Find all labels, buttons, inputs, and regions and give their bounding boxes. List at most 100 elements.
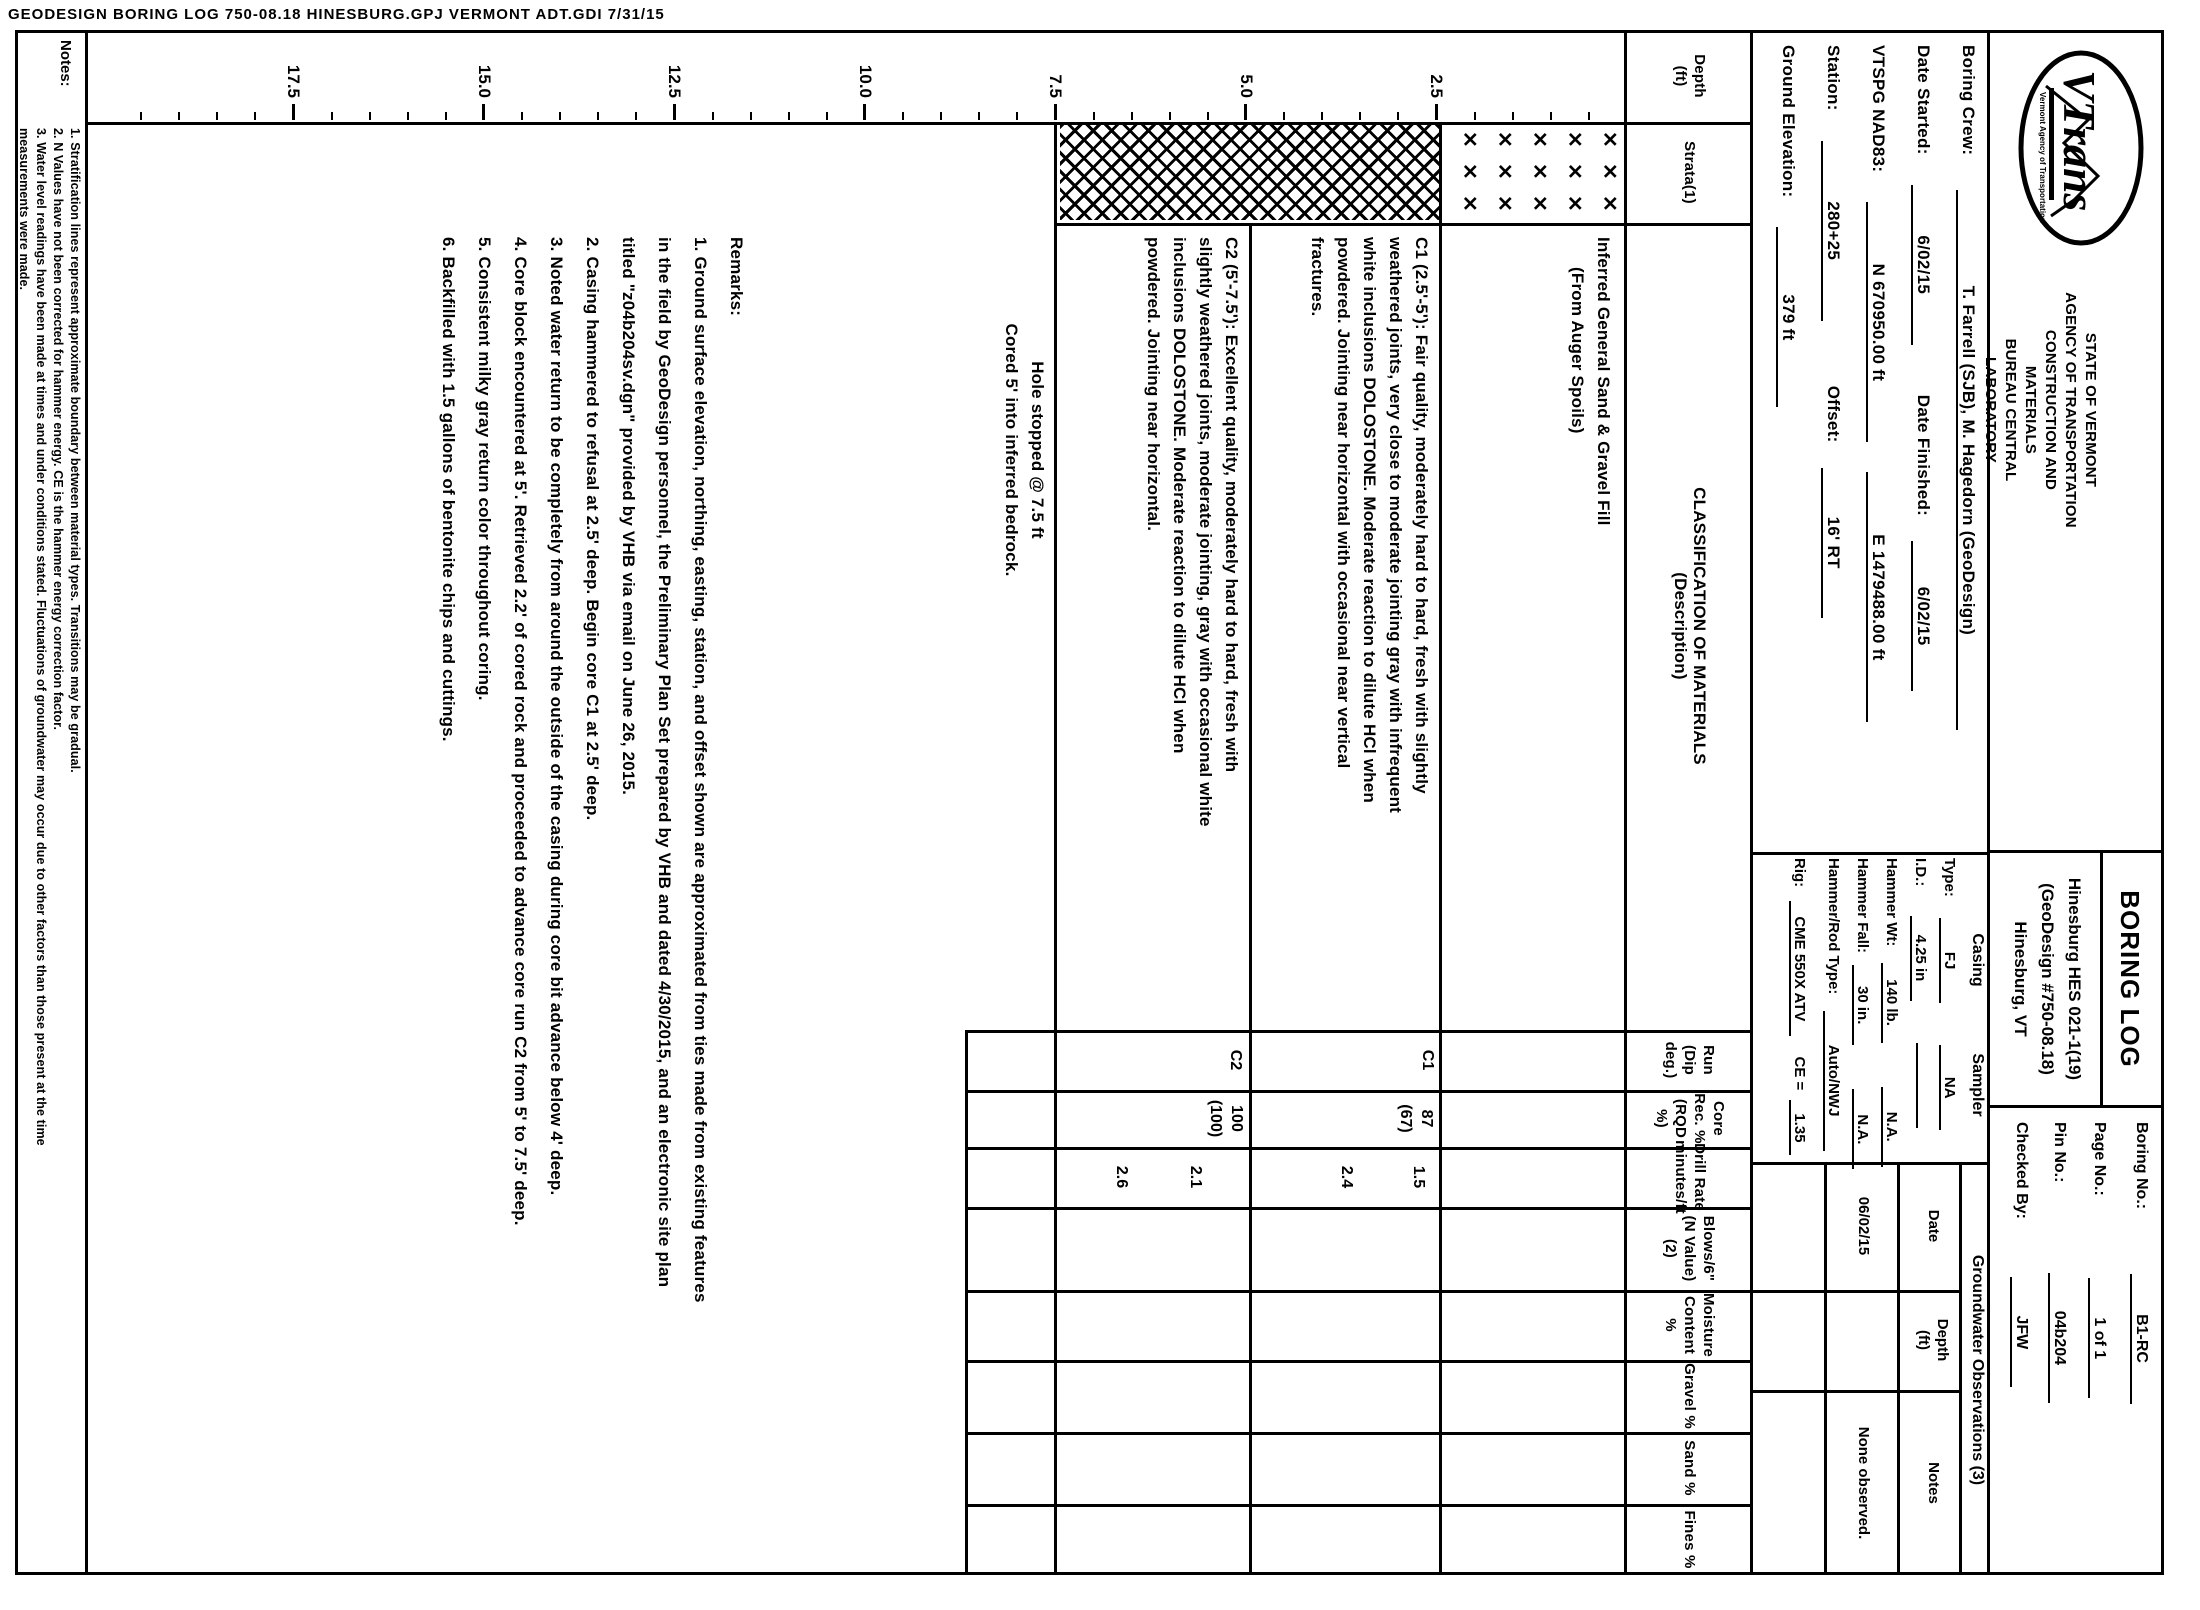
ruler-tick bbox=[140, 112, 143, 120]
c1-description: C1 (2.5'-5'): Fair quality, moderately h… bbox=[1304, 237, 1434, 813]
boring-crew-value: T. Farrell (SJB), M. Hagedorn (GeoDesign… bbox=[1956, 190, 1978, 731]
ground-elev-value: 379 ft bbox=[1776, 227, 1798, 408]
fill-symbol-icon: ✕ bbox=[1458, 195, 1480, 212]
fill-symbol-icon: ✕ bbox=[1563, 163, 1585, 180]
fill-symbol-icon: ✕ bbox=[1458, 163, 1480, 180]
ruler-tick bbox=[1435, 104, 1438, 120]
ruler-tick bbox=[711, 112, 714, 120]
boring-no-value: B1-RC bbox=[2130, 1273, 2150, 1404]
fill-symbol-icon: ✕ bbox=[1598, 131, 1620, 148]
groundwater-title: Groundwater Observations (3) bbox=[1969, 1254, 1986, 1486]
ruler-tick bbox=[673, 104, 676, 120]
notes-line: 1. Stratification lines represent approx… bbox=[68, 128, 82, 773]
ruler-tick bbox=[597, 112, 600, 120]
run-id: C1 bbox=[1419, 1049, 1436, 1071]
rqd-pct: (67) bbox=[1397, 1104, 1414, 1133]
fill-symbol-icon: ✕ bbox=[1563, 195, 1585, 212]
c1-line: C1 (2.5'-5'): Fair quality, moderately h… bbox=[1412, 237, 1431, 794]
ce-label: CE = bbox=[1791, 1056, 1808, 1091]
page-no-value: 1 of 1 bbox=[2088, 1278, 2108, 1399]
project-line: (GeoDesign #750-08.18) bbox=[2038, 883, 2057, 1075]
type-casing: FJ bbox=[1939, 918, 1958, 1004]
fill-symbol-icon: ✕ bbox=[1528, 195, 1550, 212]
grid-line bbox=[85, 30, 88, 1575]
ruler-tick bbox=[254, 112, 257, 120]
grid-line bbox=[1897, 1162, 1900, 1575]
ruler-tick bbox=[1511, 112, 1514, 120]
ruler-tick bbox=[1473, 112, 1476, 120]
ruler-tick bbox=[1321, 112, 1324, 120]
col-header-sand: Sand % bbox=[1681, 1440, 1699, 1496]
ruler-tick bbox=[482, 104, 486, 120]
depth-tick-label: 7.5 bbox=[1046, 74, 1066, 98]
run-id: C2 bbox=[1227, 1049, 1244, 1071]
form-title: BORING LOG bbox=[2115, 890, 2145, 1068]
hole-stopped-line: Cored 5' into inferred bedrock. bbox=[1002, 323, 1021, 577]
remarks-block: Remarks: 1. Ground surface elevation, no… bbox=[430, 237, 754, 1572]
ruler-tick bbox=[1587, 112, 1590, 120]
ruler-tick bbox=[559, 112, 562, 120]
boring-no-label: Boring No.: bbox=[2133, 1122, 2150, 1210]
drill-rate-value: 1.5 bbox=[1410, 1165, 1427, 1189]
date-finished-label: Date Finished: bbox=[1914, 394, 1933, 517]
remarks-line: 1. Ground surface elevation, northing, e… bbox=[691, 237, 710, 1303]
ruler-tick bbox=[635, 112, 638, 120]
id-sampler bbox=[1916, 1042, 1918, 1128]
c1-line: powdered. Jointing near horizontal with … bbox=[1334, 237, 1353, 769]
casing-header: Casing bbox=[1969, 933, 1986, 987]
grid-line bbox=[965, 1030, 968, 1575]
depth-tick-label: 2.5 bbox=[1427, 74, 1447, 98]
depth-tick-label: 12.5 bbox=[665, 64, 685, 98]
ruler-tick bbox=[292, 104, 295, 120]
date-finished-value: 6/02/15 bbox=[1911, 541, 1933, 692]
rqd-pct: (100) bbox=[1207, 1099, 1224, 1138]
remarks-line: in the field by GeoDesign personnel, the… bbox=[655, 237, 674, 1288]
fill-symbol-icon: ✕ bbox=[1598, 195, 1620, 212]
ruler-tick bbox=[1359, 112, 1362, 120]
ruler-tick bbox=[749, 112, 752, 120]
hammer-wt-label: Hammer Wt: bbox=[1883, 858, 1900, 947]
ruler-tick bbox=[1016, 112, 1019, 120]
col-header-classification: CLASSIFICATION OF MATERIALS (Description… bbox=[1671, 487, 1709, 765]
sampler-header: Sampler bbox=[1969, 1053, 1986, 1117]
boring-crew-label: Boring Crew: bbox=[1959, 45, 1978, 156]
ground-elev-label: Ground Elevation: bbox=[1779, 45, 1798, 198]
agency-line: BUREAU CENTRAL LABORATORY bbox=[1982, 338, 2019, 482]
drill-rate-value: 2.1 bbox=[1187, 1165, 1204, 1189]
date-started-label: Date Started: bbox=[1914, 45, 1933, 155]
remarks-line: 2. Casing hammered to refusal at 2.5' de… bbox=[583, 237, 602, 821]
ruler-tick bbox=[521, 112, 524, 120]
depth-tick-label: 5.0 bbox=[1237, 74, 1256, 98]
hammer-fall-label: Hammer Fall: bbox=[1854, 858, 1871, 954]
rig-label: Rig: bbox=[1791, 858, 1808, 888]
remarks-line: Remarks: bbox=[727, 237, 746, 317]
pin-no-value: 04b204 bbox=[2048, 1272, 2068, 1403]
project-block: Hinesburg HES 021-1(19) (GeoDesign #750-… bbox=[2007, 853, 2088, 1105]
fill-symbol-icon: ✕ bbox=[1528, 163, 1550, 180]
hammer-wt-casing: 140 lb. bbox=[1881, 962, 1900, 1043]
dates-row: Date Started: 6/02/15 Date Finished: 6/0… bbox=[1911, 45, 1933, 692]
grid-line bbox=[1753, 852, 1990, 855]
ruler-tick bbox=[1206, 112, 1209, 120]
c1-line: weathered joints, very close to moderate… bbox=[1386, 237, 1405, 814]
col-header-depth: Depth (ft) bbox=[1672, 54, 1708, 98]
col-header-drill-rate: Drill Rate minutes/ft bbox=[1672, 1140, 1708, 1214]
ruler-tick bbox=[1397, 112, 1400, 120]
checked-by-row: Checked By: JFW bbox=[2010, 1122, 2030, 1388]
vtspg-e-value: E 1479488.00 ft bbox=[1866, 472, 1888, 723]
notes-line: 3. Water level readings have been made a… bbox=[34, 128, 48, 1146]
core-rec-pct: 100 bbox=[1228, 1105, 1245, 1132]
c2-description: C2 (5'-7.5'): Excellent quality, moderat… bbox=[1140, 237, 1244, 827]
hammer-fall-sampler: N.A. bbox=[1852, 1089, 1871, 1170]
fill-symbol-icon: ✕ bbox=[1458, 131, 1480, 148]
fill-symbol-icon: ✕ bbox=[1563, 131, 1585, 148]
notes-label: Notes: bbox=[57, 40, 74, 87]
ruler-tick bbox=[330, 112, 333, 120]
ruler-tick bbox=[1054, 104, 1057, 120]
offset-value: 16' RT bbox=[1821, 467, 1843, 618]
ruler-tick bbox=[863, 104, 867, 120]
id-casing: 4.25 in bbox=[1910, 915, 1929, 1001]
remarks-line: 5. Consistent milky gray return color th… bbox=[475, 237, 494, 701]
vtrans-logo: VTrans Vermont Agency of Transportation bbox=[2016, 48, 2146, 248]
